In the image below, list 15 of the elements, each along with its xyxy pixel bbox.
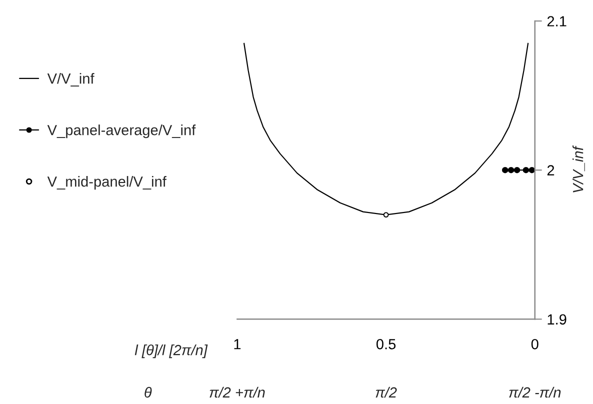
- x-tick-label: 0: [531, 338, 538, 350]
- legend-label: V_panel-average/V_inf: [47, 124, 196, 138]
- y-tick-label: 2.1: [547, 16, 566, 26]
- text: π/2 -π/n: [509, 386, 561, 398]
- x-axis-title: l [θ]/l [2π/n]: [134, 344, 208, 358]
- text: π/2: [376, 386, 397, 398]
- y-axis-title: V/V_inf: [572, 145, 585, 192]
- legend-label: V_mid-panel/V_inf: [47, 176, 166, 190]
- legend-label: V/V_inf: [47, 73, 94, 86]
- y-tick-label: 1.9: [548, 314, 566, 325]
- x-tick-label: 1: [234, 339, 241, 350]
- text: θ: [144, 386, 152, 398]
- text: π/2 +π/n: [210, 386, 265, 398]
- x-tick-label: 0.5: [376, 338, 396, 350]
- y-tick-label: 2: [547, 165, 554, 176]
